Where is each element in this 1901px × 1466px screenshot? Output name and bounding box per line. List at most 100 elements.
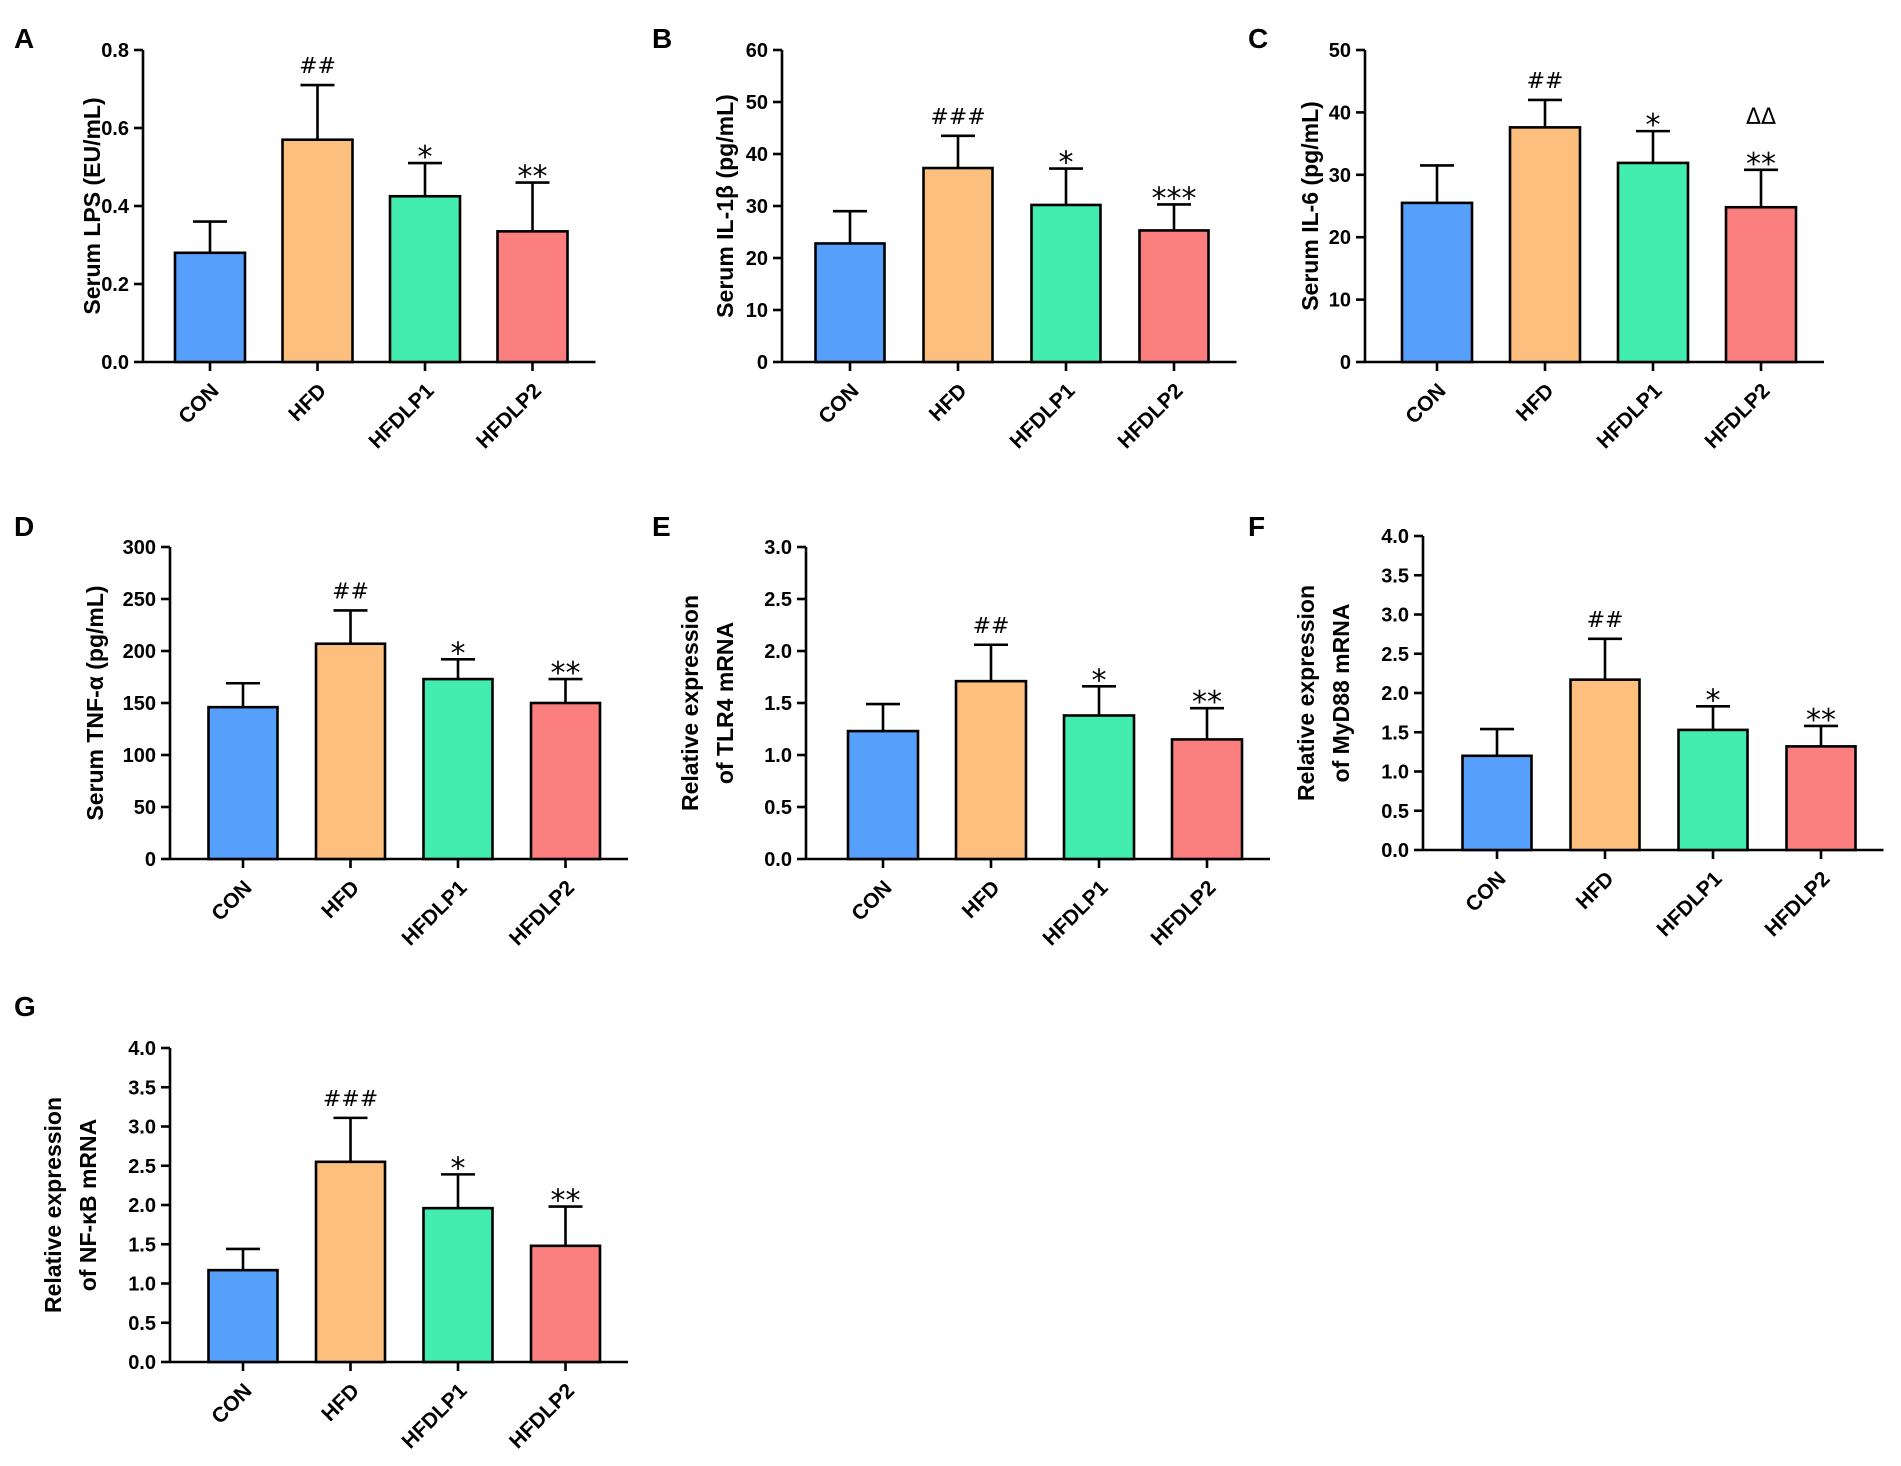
y-tick-label: 50 [134, 797, 156, 819]
y-tick-label: 0.6 [101, 118, 129, 140]
x-tick-label: HFD [958, 876, 1005, 923]
significance-label: ** [1192, 685, 1222, 720]
bar-con [1461, 754, 1533, 852]
y-tick-label: 200 [123, 641, 156, 663]
x-tick-label: HFDLP2 [1701, 379, 1775, 453]
significance-label: ** [551, 656, 581, 691]
panel-letter: B [652, 23, 672, 54]
x-tick-label: HFDLP1 [1653, 867, 1727, 941]
significance-label: ## [299, 54, 336, 79]
y-tick-label: 2.0 [1381, 683, 1409, 705]
y-tick-label: 2.0 [128, 1195, 156, 1217]
y-tick-label: 1.0 [128, 1274, 156, 1296]
y-tick-label: 0 [1340, 352, 1351, 374]
y-tick-label: 0.0 [764, 849, 792, 871]
x-tick-label: CON [174, 379, 223, 428]
y-tick-label: 20 [746, 248, 768, 270]
bar-hfdlp1 [388, 194, 462, 364]
y-axis-title: Serum IL-6 (pg/mL) [1297, 101, 1323, 311]
y-tick-label: 1.0 [764, 745, 792, 767]
panel-f: F 0.0 0.5 1.0 1.5 2.0 2.5 3.0 3.5 4.0 Relative exp… [1248, 511, 1884, 941]
y-tick-label: 50 [746, 92, 768, 114]
x-tick-label: HFDLP1 [398, 876, 472, 950]
significance-label: ## [1527, 69, 1564, 94]
y-tick-label: 1.0 [1381, 762, 1409, 784]
bar-con [814, 242, 886, 364]
y-tick-label: 0.5 [128, 1313, 156, 1335]
significance-label: ** [518, 160, 548, 195]
panel-letter: C [1248, 23, 1268, 54]
y-tick-label: 0 [145, 849, 156, 871]
significance-label: * [1646, 108, 1661, 143]
y-tick-label: 50 [1329, 40, 1351, 62]
y-axis-title: of MyD88 mRNA [1328, 604, 1354, 783]
y-tick-label: 3.5 [128, 1077, 156, 1099]
significance-label: * [451, 636, 466, 671]
bar-hfd [1569, 678, 1641, 852]
y-tick-label: 0.4 [101, 196, 130, 218]
significance-label: * [1059, 146, 1074, 181]
bar-con [173, 251, 247, 364]
y-tick-label: 2.5 [1381, 644, 1409, 666]
y-tick-label: 0.8 [101, 40, 129, 62]
y-tick-label: 300 [123, 537, 156, 559]
significance-label: ** [551, 1184, 581, 1219]
y-tick-label: 30 [1329, 165, 1351, 187]
x-tick-label: HFDLP2 [505, 876, 579, 950]
y-tick-label: 3.0 [128, 1117, 156, 1139]
y-tick-label: 1.5 [764, 693, 792, 715]
bar-con [207, 705, 279, 861]
bar-con [1400, 201, 1474, 364]
bar-hfdlp1 [1030, 203, 1102, 364]
y-tick-label: 3.5 [1381, 565, 1409, 587]
y-tick-label: 60 [746, 40, 768, 62]
y-tick-label: 1.5 [1381, 722, 1409, 744]
y-axis-title: Relative expression [1293, 585, 1319, 801]
significance-label: ### [930, 105, 985, 130]
y-axis-title: Serum LPS (EU/mL) [79, 97, 105, 314]
x-tick-label: CON [207, 876, 256, 925]
y-axis-title: of TLR4 mRNA [712, 622, 738, 784]
significance-label: * [451, 1151, 466, 1186]
panel-b: B 0 10 20 30 40 50 60 Serum IL-1β (pg/mL) CON HFD #… [652, 23, 1237, 453]
bar-hfd [1508, 126, 1582, 364]
x-tick-label: HFD [317, 876, 364, 923]
significance-label: * [1706, 683, 1721, 718]
x-tick-label: HFDLP2 [472, 379, 546, 453]
y-tick-label: 0.5 [1381, 801, 1409, 823]
significance-label: *** [1152, 181, 1197, 216]
bar-hfdlp2 [1785, 745, 1857, 852]
significance-label: ** [1806, 703, 1836, 738]
bar-hfd [922, 166, 994, 364]
significance-label: ** [1746, 147, 1776, 182]
x-tick-label: HFDLP2 [1147, 876, 1221, 950]
y-tick-label: 2.0 [764, 641, 792, 663]
y-tick-label: 40 [746, 144, 768, 166]
bar-hfdlp2 [1724, 205, 1798, 364]
x-tick-label: HFDLP1 [1006, 379, 1080, 453]
significance-label: ## [973, 614, 1010, 639]
y-tick-label: 0.0 [101, 352, 129, 374]
bar-hfdlp2 [529, 701, 602, 861]
y-tick-label: 1.5 [128, 1234, 156, 1256]
bar-hfd [314, 1160, 387, 1364]
panel-letter: D [14, 511, 34, 542]
x-tick-label: HFD [925, 379, 972, 426]
x-tick-label: HFDLP1 [1039, 876, 1113, 950]
panel-letter: F [1248, 511, 1265, 542]
x-tick-label: CON [207, 1379, 256, 1428]
panel-a: A 0.0 0.2 0.4 0.6 0.8 Serum LPS (EU/mL) CON HFD #… [14, 23, 596, 453]
bar-hfdlp2 [1170, 738, 1244, 861]
y-tick-label: 150 [123, 693, 156, 715]
panel-e: E 0.0 0.5 1.0 1.5 2.0 2.5 3.0 Relative expressio… [652, 511, 1270, 950]
y-tick-label: 2.5 [764, 589, 792, 611]
x-tick-label: CON [1461, 867, 1510, 916]
x-tick-label: HFD [1512, 379, 1559, 426]
y-axis-title: Serum TNF-α (pg/mL) [82, 585, 108, 820]
y-tick-label: 4.0 [128, 1038, 156, 1060]
bar-con [207, 1268, 279, 1364]
x-tick-label: CON [1401, 379, 1450, 428]
significance-label: ΔΔ [1746, 105, 1776, 130]
bar-hfdlp1 [1677, 728, 1749, 852]
